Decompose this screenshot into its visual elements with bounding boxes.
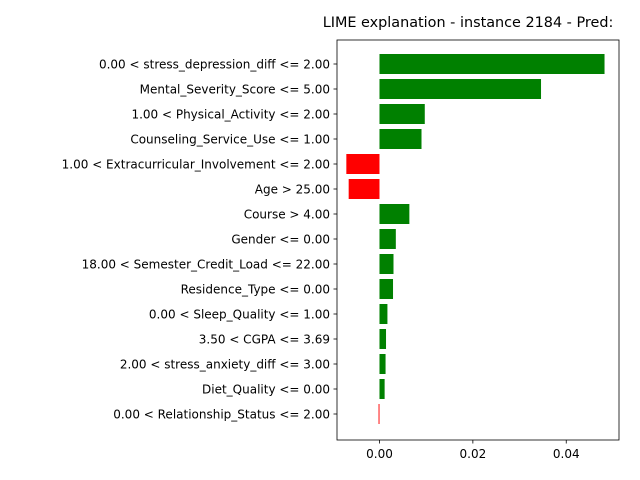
y-tick-label-10: 0.00 < Sleep_Quality <= 1.00 <box>149 307 330 321</box>
bar-2 <box>379 104 425 124</box>
y-tick-label-3: Counseling_Service_Use <= 1.00 <box>130 132 330 146</box>
plot-frame <box>336 39 620 441</box>
y-tick-label-2: 1.00 < Physical_Activity <= 2.00 <box>131 107 330 121</box>
bar-6 <box>379 204 410 224</box>
bar-1 <box>379 79 542 99</box>
bar-7 <box>379 229 396 249</box>
bar-9 <box>379 279 394 299</box>
bar-3 <box>379 129 422 149</box>
bar-12 <box>379 354 386 374</box>
y-tick-label-6: Course > 4.00 <box>244 207 330 221</box>
bar-4 <box>346 154 380 174</box>
bars-group <box>346 54 605 424</box>
y-tick-label-7: Gender <= 0.00 <box>231 232 330 246</box>
y-tick-label-5: Age > 25.00 <box>255 182 330 196</box>
bar-10 <box>379 304 388 324</box>
y-tick-label-11: 3.50 < CGPA <= 3.69 <box>199 332 330 346</box>
y-tick-label-14: 0.00 < Relationship_Status <= 2.00 <box>113 407 330 421</box>
y-tick-label-8: 18.00 < Semester_Credit_Load <= 22.00 <box>82 257 330 271</box>
bar-13 <box>379 379 385 399</box>
x-tick-label-1: 0.02 <box>460 447 487 461</box>
x-ticks-group: 0.00 0.02 0.04 <box>366 440 580 461</box>
bar-11 <box>379 329 387 349</box>
y-tick-label-13: Diet_Quality <= 0.00 <box>202 382 330 396</box>
category-labels-group: 0.00 < stress_depression_diff <= 2.00 Men… <box>62 57 337 421</box>
y-tick-label-9: Residence_Type <= 0.00 <box>181 282 330 296</box>
y-tick-label-4: 1.00 < Extracurricular_Involvement <= 2.… <box>62 157 330 171</box>
bar-0 <box>379 54 605 74</box>
y-tick-label-1: Mental_Severity_Score <= 5.00 <box>140 82 330 96</box>
bar-8 <box>379 254 394 274</box>
y-tick-label-12: 2.00 < stress_anxiety_diff <= 3.00 <box>120 357 330 371</box>
y-tick-label-0: 0.00 < stress_depression_diff <= 2.00 <box>99 57 330 71</box>
bar-14 <box>378 404 380 424</box>
chart-title: LIME explanation - instance 2184 - Pred: <box>323 15 614 31</box>
x-tick-label-2: 0.04 <box>553 447 580 461</box>
x-tick-label-0: 0.00 <box>366 447 393 461</box>
bar-5 <box>348 179 380 199</box>
